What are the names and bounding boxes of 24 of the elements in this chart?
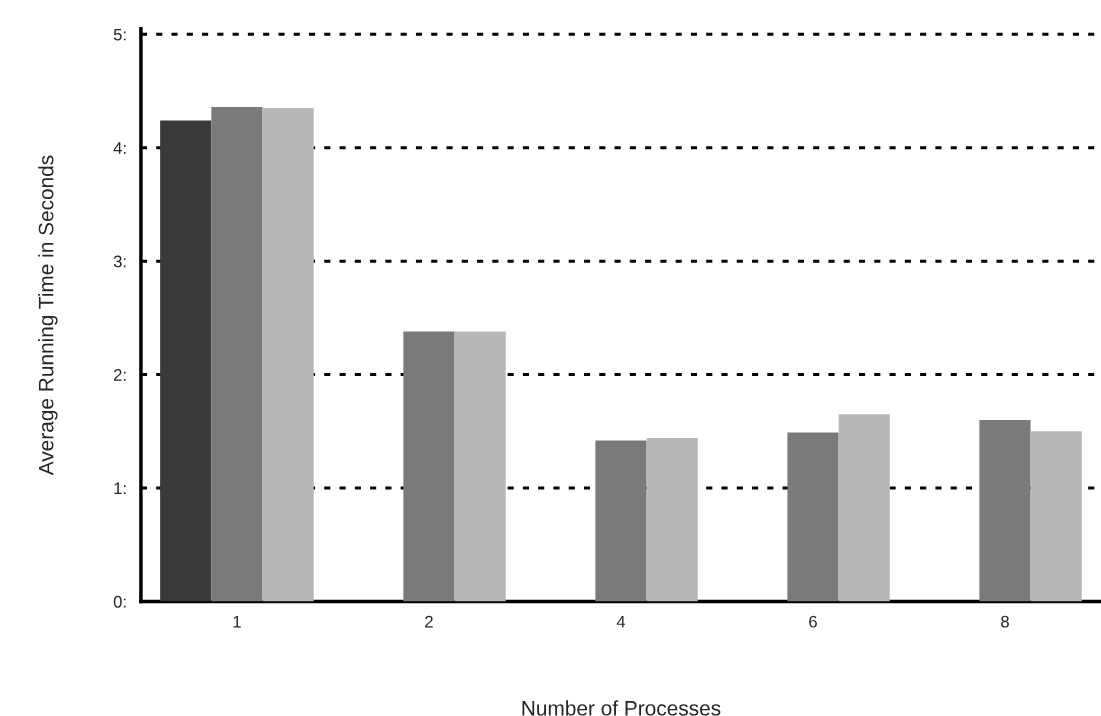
y-tick-label: 1: xyxy=(114,482,126,495)
x-tick-label: 4 xyxy=(616,615,626,628)
bar xyxy=(595,440,647,602)
bar xyxy=(160,120,212,602)
x-tick-label: 1 xyxy=(233,615,241,628)
y-tick-label: 4: xyxy=(113,142,126,154)
bar xyxy=(979,419,1031,602)
y-tick-label: 3: xyxy=(113,255,126,268)
bar xyxy=(211,106,263,602)
bar xyxy=(646,438,698,602)
bar xyxy=(403,331,455,602)
y-tick-label: 0: xyxy=(113,595,126,608)
x-tick-label: 2 xyxy=(425,615,433,628)
bar xyxy=(1030,431,1082,602)
y-axis-title: Average Running Time in Seconds xyxy=(38,155,58,476)
x-axis-title: Number of Processes xyxy=(522,700,721,716)
bar xyxy=(838,414,890,602)
x-tick-label: 6 xyxy=(809,615,817,628)
x-tick-label: 8 xyxy=(1001,615,1009,628)
y-tick-label: 5: xyxy=(113,28,126,41)
bar xyxy=(262,108,314,602)
bar xyxy=(454,331,506,602)
bar xyxy=(787,432,839,602)
y-tick-label: 2: xyxy=(113,368,126,381)
